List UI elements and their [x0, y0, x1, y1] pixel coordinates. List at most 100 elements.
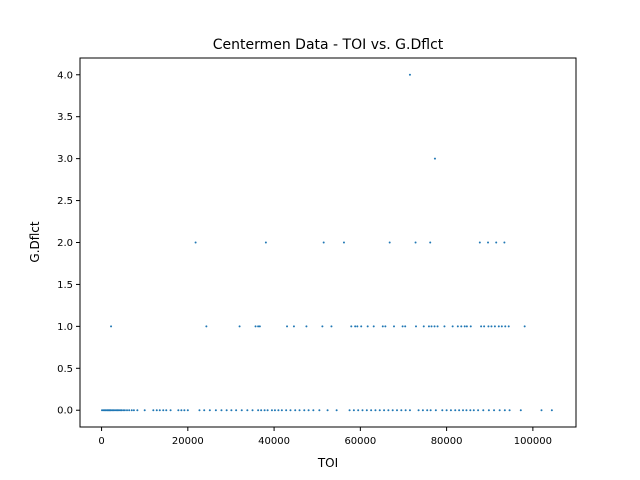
- data-point: [392, 325, 395, 328]
- data-point: [497, 325, 500, 328]
- data-point: [120, 409, 123, 412]
- y-tick-label: 1.5: [57, 280, 73, 291]
- data-point: [550, 409, 553, 412]
- data-point: [122, 409, 125, 412]
- data-point: [361, 409, 364, 412]
- data-point: [504, 325, 507, 328]
- x-tick-label: 100000: [514, 436, 552, 447]
- data-point: [357, 409, 360, 412]
- chart-title: Centermen Data - TOI vs. G.Dflct: [213, 37, 444, 53]
- data-point: [292, 325, 295, 328]
- data-point: [321, 325, 324, 328]
- data-point: [260, 409, 263, 412]
- y-tick-label: 3.5: [57, 112, 73, 123]
- data-point: [294, 409, 297, 412]
- data-point: [507, 325, 510, 328]
- data-point: [451, 325, 454, 328]
- x-tick-label: 20000: [172, 436, 204, 447]
- y-tick-label: 0.0: [57, 406, 73, 417]
- data-point: [378, 409, 381, 412]
- data-point: [360, 325, 363, 328]
- data-point: [126, 409, 129, 412]
- data-point: [478, 241, 481, 244]
- data-point: [356, 325, 359, 328]
- data-point: [194, 241, 197, 244]
- data-point: [374, 409, 377, 412]
- data-point: [523, 325, 526, 328]
- data-point: [350, 325, 353, 328]
- data-point: [298, 409, 301, 412]
- data-point: [235, 409, 238, 412]
- data-point: [123, 409, 126, 412]
- data-point: [264, 241, 267, 244]
- data-point: [508, 409, 511, 412]
- data-point: [335, 409, 338, 412]
- data-point: [143, 409, 146, 412]
- data-point: [152, 409, 155, 412]
- data-point: [493, 325, 496, 328]
- data-point: [493, 409, 496, 412]
- data-point: [273, 409, 276, 412]
- data-point: [414, 241, 417, 244]
- data-point: [130, 409, 133, 412]
- data-point: [366, 325, 369, 328]
- data-point: [495, 241, 498, 244]
- data-point: [460, 325, 463, 328]
- data-point: [426, 409, 429, 412]
- data-point: [285, 409, 288, 412]
- x-tick-label: 0: [98, 436, 104, 447]
- data-point: [445, 409, 448, 412]
- data-point: [487, 241, 490, 244]
- data-point: [372, 325, 375, 328]
- data-point: [342, 241, 345, 244]
- data-point: [421, 409, 424, 412]
- data-point: [429, 241, 432, 244]
- data-points: [101, 73, 553, 412]
- y-tick-label: 0.5: [57, 364, 73, 375]
- data-point: [169, 409, 172, 412]
- y-tick-label: 1.0: [57, 322, 73, 333]
- data-point: [136, 409, 139, 412]
- data-point: [132, 409, 135, 412]
- data-point: [458, 409, 461, 412]
- data-point: [503, 241, 506, 244]
- data-point: [503, 409, 506, 412]
- data-point: [480, 325, 483, 328]
- data-point: [365, 409, 368, 412]
- data-point: [280, 409, 283, 412]
- data-point: [246, 409, 249, 412]
- data-point: [387, 409, 390, 412]
- data-point: [441, 409, 444, 412]
- data-point: [214, 409, 217, 412]
- data-point: [318, 409, 321, 412]
- data-point: [110, 325, 113, 328]
- data-point: [490, 325, 493, 328]
- data-point: [370, 409, 373, 412]
- data-point: [330, 325, 333, 328]
- data-point: [498, 409, 501, 412]
- data-point: [487, 409, 490, 412]
- data-point: [408, 73, 411, 76]
- data-point: [266, 409, 269, 412]
- data-point: [289, 409, 292, 412]
- data-point: [254, 325, 257, 328]
- data-point: [469, 409, 472, 412]
- data-point: [430, 325, 433, 328]
- data-point: [312, 409, 315, 412]
- data-point: [155, 409, 158, 412]
- data-point: [352, 409, 355, 412]
- data-point: [286, 325, 289, 328]
- data-point: [383, 409, 386, 412]
- data-point: [519, 409, 522, 412]
- data-point: [449, 409, 452, 412]
- data-point: [258, 325, 261, 328]
- x-tick-label: 80000: [431, 436, 463, 447]
- data-point: [436, 325, 439, 328]
- x-axis-ticks: 0 20000 40000 60000 80000 100000: [98, 427, 552, 447]
- data-point: [469, 325, 472, 328]
- data-point: [348, 409, 351, 412]
- data-point: [240, 409, 243, 412]
- x-tick-label: 60000: [344, 436, 376, 447]
